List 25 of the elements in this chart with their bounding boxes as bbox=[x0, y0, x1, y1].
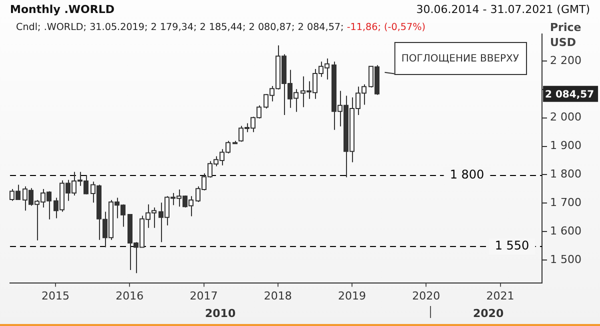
x-tick-label: 2016 bbox=[116, 289, 144, 302]
y-tick-label: 2 000 bbox=[550, 110, 582, 124]
y-tick-label: 1 700 bbox=[550, 196, 582, 210]
chart-title: Monthly .WORLD bbox=[10, 3, 114, 16]
y-tick-label: 1 800 bbox=[550, 168, 582, 181]
x-tick-label: 2019 bbox=[338, 289, 366, 302]
x-tick-label: 2021 bbox=[486, 289, 514, 302]
annotation: ПОГЛОЩЕНИЕ ВВЕРХУ bbox=[401, 54, 520, 65]
ref-line-label: 1 800 bbox=[450, 168, 484, 182]
y-tick-label: 1 900 bbox=[550, 139, 582, 152]
y-tick-label: 1 500 bbox=[550, 252, 582, 266]
x-tick-label: 2020 bbox=[412, 289, 440, 302]
x-tick-label: 2015 bbox=[42, 289, 70, 302]
ref-line-label: 1 550 bbox=[494, 238, 530, 253]
candlestick bbox=[232, 140, 238, 145]
y-tick-label: 2 200 bbox=[550, 54, 582, 67]
text: 2010 bbox=[205, 307, 236, 320]
text: Cndl; .WORLD; 31.05.2019; 2 179,34; 2 185,44; 2 080,87; 2 084,57; -11,86; (-0,57%) bbox=[16, 22, 426, 33]
y-axis-title: Price USD bbox=[550, 20, 582, 50]
x-tick-label: 2017 bbox=[190, 289, 218, 302]
text: 2020 bbox=[473, 307, 504, 320]
text: 2 084,57 bbox=[545, 89, 594, 100]
x-tick-label: 2018 bbox=[264, 289, 292, 302]
y-tick-label: 1 600 bbox=[550, 224, 582, 238]
chart-subtitle: 30.06.2014 - 31.07.2021 (GMT) bbox=[416, 3, 590, 16]
